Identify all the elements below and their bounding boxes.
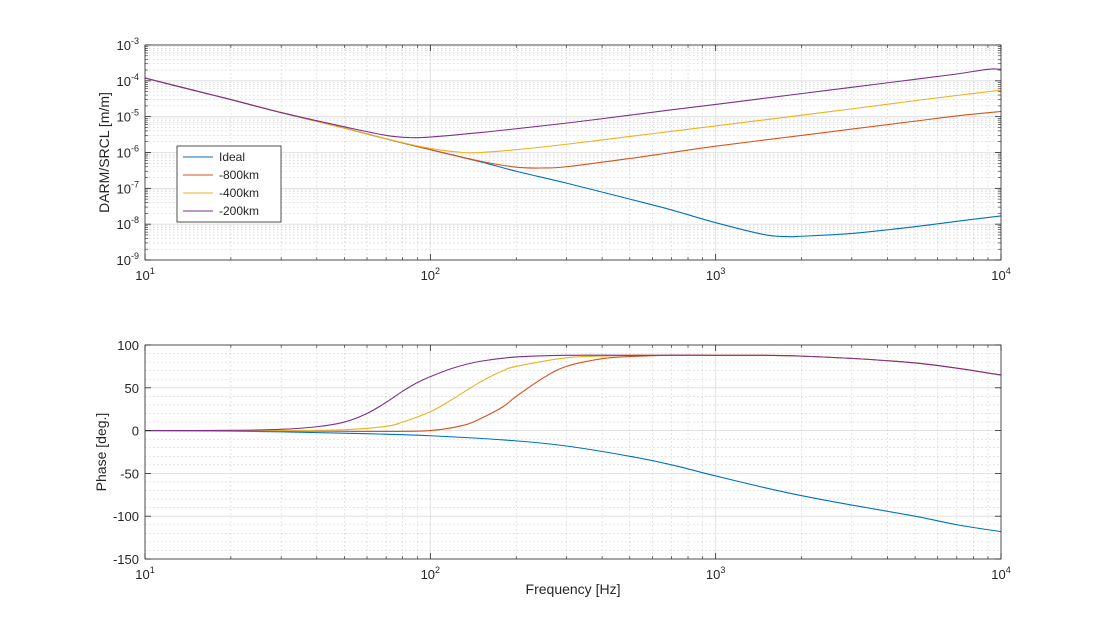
y-tick-label: 10-9 bbox=[117, 251, 139, 268]
series-line-200km bbox=[144, 68, 1002, 139]
x-tick-label: 101 bbox=[135, 565, 154, 582]
phase-ticks: 101 102 103 104 100 50 0 -50 -100 -150 bbox=[113, 338, 1011, 582]
series-line-200km bbox=[144, 354, 1002, 432]
y-tick-label: 50 bbox=[125, 381, 139, 396]
phase-y-axis-label: Phase [deg.] bbox=[93, 413, 109, 492]
phase-axes-box bbox=[145, 345, 1001, 559]
phase-axes-frame bbox=[144, 344, 1002, 560]
y-tick-label: 10-6 bbox=[117, 144, 139, 161]
series-line-ideal bbox=[144, 430, 1002, 533]
y-tick-label: 0 bbox=[132, 424, 139, 439]
x-tick-label: 103 bbox=[706, 266, 725, 283]
y-tick-label: -50 bbox=[120, 466, 139, 481]
phase-x-axis-label: Frequency [Hz] bbox=[526, 581, 621, 597]
magnitude-panel: 101 102 103 104 10-9 10-8 10-7 10-6 10-5 10-4 10-3… bbox=[96, 36, 1011, 283]
y-tick-label: 10-7 bbox=[117, 179, 139, 196]
y-tick-label: 10-5 bbox=[117, 108, 139, 125]
y-tick-label: -150 bbox=[113, 552, 139, 567]
x-tick-label: 101 bbox=[135, 266, 154, 283]
magnitude-y-axis-label: DARM/SRCL [m/m] bbox=[96, 92, 112, 213]
x-tick-label: 104 bbox=[991, 266, 1010, 283]
magnitude-series bbox=[144, 68, 1002, 238]
y-tick-label: 10-4 bbox=[117, 72, 139, 89]
y-tick-label: -100 bbox=[113, 509, 139, 524]
legend-label-200km: -200km bbox=[219, 204, 259, 218]
legend: Ideal -800km -400km -200km bbox=[176, 145, 282, 223]
legend-box bbox=[176, 145, 282, 223]
y-tick-label: 100 bbox=[117, 338, 139, 353]
legend-label-400km: -400km bbox=[219, 186, 259, 200]
legend-label-800km: -800km bbox=[219, 168, 259, 182]
x-tick-label: 104 bbox=[991, 565, 1010, 582]
x-tick-label: 102 bbox=[421, 266, 440, 283]
legend-label-ideal: Ideal bbox=[219, 150, 245, 164]
y-tick-label: 10-8 bbox=[117, 215, 139, 232]
x-tick-label: 103 bbox=[706, 565, 725, 582]
phase-panel: 101 102 103 104 100 50 0 -50 -100 -150 Phase [deg… bbox=[93, 338, 1011, 597]
phase-series bbox=[144, 354, 1002, 533]
x-tick-label: 102 bbox=[421, 565, 440, 582]
y-tick-label: 10-3 bbox=[117, 36, 139, 53]
magnitude-grid bbox=[144, 44, 1002, 261]
magnitude-ticks: 101 102 103 104 10-9 10-8 10-7 10-6 10-5 10-4 10-3 bbox=[117, 36, 1011, 283]
